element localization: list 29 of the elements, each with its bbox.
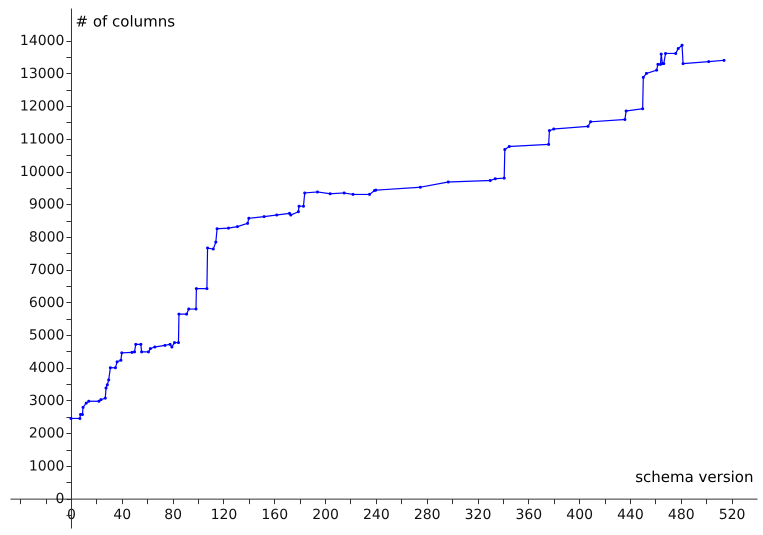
y-tick-label: 3000 [28,392,64,409]
x-tick-label: 480 [668,507,695,524]
x-tick-label: 280 [414,507,441,524]
y-tick-label: 1000 [28,458,64,474]
x-tick-label: 200 [312,507,339,524]
x-tick-label: 160 [261,507,288,524]
x-tick-label: 240 [363,507,390,524]
y-tick-label: 12000 [20,98,64,115]
y-tick-label: 4000 [28,360,64,376]
y-tick-label: 5000 [28,328,64,344]
y-tick-label: 14000 [20,33,64,50]
x-tick-label: 400 [566,507,594,524]
y-tick-label: 10000 [20,164,64,180]
x-tick-label: 40 [113,507,132,524]
x-tick-label: 440 [617,507,644,524]
x-axis-title: schema version [635,468,754,486]
y-tick-label: 7000 [28,262,64,278]
x-tick-label: 320 [464,507,492,524]
y-axis-title: # of columns [75,12,176,30]
y-tick-label: 11000 [20,131,64,148]
y-tick-label: 8000 [28,229,64,246]
y-tick-label: 2000 [28,426,64,442]
x-tick-label: 80 [164,507,182,524]
y-tick-label: 13000 [20,66,64,82]
x-tick-label: 360 [515,507,542,524]
y-tick-label: 9000 [28,196,64,213]
y-tick-label: 6000 [28,294,64,311]
x-tick-label: 520 [718,507,746,524]
x-tick-label: 120 [210,507,238,524]
